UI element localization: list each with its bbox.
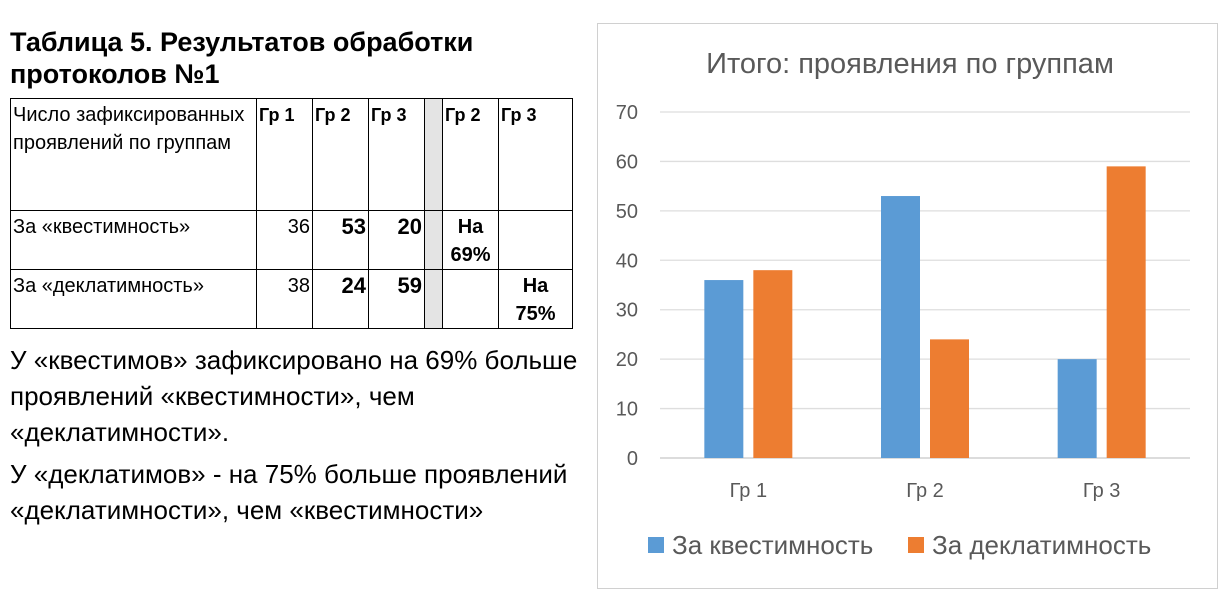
chart-frame: Итого: проявления по группам 0 10 20 30 40 50…	[597, 23, 1218, 589]
table-header-row: Число зафиксированных проявлений по груп…	[10, 98, 573, 211]
bar-deklatimnost-1	[753, 270, 793, 458]
table-cell-pct-gr3	[498, 210, 573, 270]
y-tick-label: 20	[616, 349, 638, 371]
y-tick-label: 0	[627, 448, 638, 470]
document-title: Таблица 5. Результатов обработки протоко…	[10, 27, 474, 89]
table-cell-gr2: 24	[312, 269, 369, 329]
table-cell-gr1: 38	[256, 269, 313, 329]
x-tick-label: Гр 2	[906, 480, 944, 502]
table-cell-gr3: 59	[368, 269, 425, 329]
table-header-gr1: Гр 1	[256, 98, 313, 211]
summary-paragraph-1: У «квестимов» зафиксировано на 69% больш…	[10, 345, 578, 447]
bar-kvestimnost-3	[1057, 359, 1097, 458]
table-separator-column	[424, 269, 443, 329]
table-cell-pct-gr2: На 69%	[442, 210, 499, 270]
table-cell-gr3: 20	[368, 210, 425, 270]
table-cell-pct-gr3: На 75%	[498, 269, 573, 329]
chart-legend: За квестимность За деклатимность	[648, 530, 1151, 560]
table-header-gr2: Гр 2	[312, 98, 369, 211]
bar-chart: Итого: проявления по группам 0 10 20 30 40 50…	[616, 48, 1190, 560]
table-separator-column	[424, 210, 443, 270]
chart-x-axis: Гр 1 Гр 2 Гр 3	[730, 480, 1121, 502]
table-cell-gr2: 53	[312, 210, 369, 270]
legend-label: За квестимность	[672, 530, 873, 560]
chart-bars	[704, 166, 1146, 458]
y-tick-label: 60	[616, 151, 638, 173]
x-tick-label: Гр 1	[730, 480, 768, 502]
legend-label: За деклатимность	[932, 530, 1151, 560]
summary-paragraph-2: У «деклатимов» - на 75% больше проявлени…	[10, 459, 568, 525]
chart-y-axis: 0 10 20 30 40 50 60 70	[616, 102, 638, 470]
chart-title: Итого: проявления по группам	[706, 48, 1114, 80]
legend-swatch	[908, 537, 924, 553]
bar-deklatimnost-3	[1106, 166, 1146, 458]
chart-gridlines	[660, 111, 1190, 459]
table-header-gr3: Гр 3	[368, 98, 425, 211]
table-separator-column	[424, 98, 443, 211]
table-header-pct-gr3: Гр 3	[498, 98, 573, 211]
y-tick-label: 30	[616, 300, 638, 322]
table-row-label: За «квестимность»	[10, 210, 257, 270]
table-header-pct-gr2: Гр 2	[442, 98, 499, 211]
y-tick-label: 70	[616, 102, 638, 124]
x-tick-label: Гр 3	[1083, 480, 1121, 502]
table-header-label: Число зафиксированных проявлений по груп…	[10, 98, 257, 211]
y-tick-label: 50	[616, 201, 638, 223]
y-tick-label: 10	[616, 399, 638, 421]
results-table: Число зафиксированных проявлений по груп…	[10, 98, 573, 329]
bar-kvestimnost-1	[704, 280, 744, 458]
bar-deklatimnost-2	[930, 339, 969, 458]
table-row: За «квестимность» 36 53 20 На 69%	[10, 210, 573, 270]
table-row: За «деклатимность» 38 24 59 На 75%	[10, 269, 573, 329]
table-cell-pct-gr2	[442, 269, 499, 329]
y-tick-label: 40	[616, 250, 638, 272]
table-cell-gr1: 36	[256, 210, 313, 270]
table-row-label: За «деклатимность»	[10, 269, 257, 329]
bar-kvestimnost-2	[881, 196, 920, 458]
legend-swatch	[648, 537, 664, 553]
